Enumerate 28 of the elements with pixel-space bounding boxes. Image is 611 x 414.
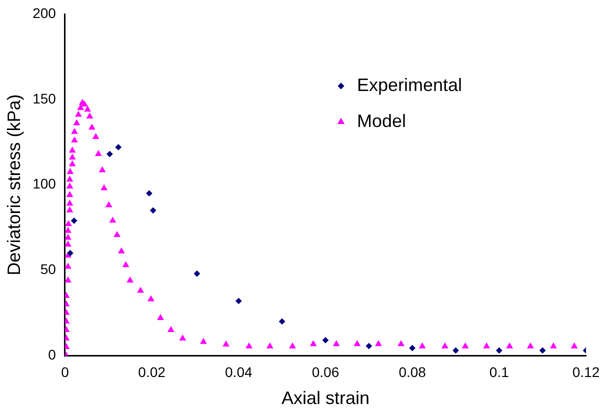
x-tick-label: 0.04 [225,364,252,380]
x-tick-label: 0.08 [398,364,426,380]
point [194,270,200,277]
y-tick-label: 100 [32,176,56,192]
point [115,144,122,150]
x-tick-label: 0.02 [138,364,166,380]
point [539,347,546,354]
point [150,207,156,214]
point [106,150,113,158]
y-tick-label: 0 [48,346,56,362]
y-tick-label: 150 [32,90,56,106]
point [278,318,286,325]
x-axis-title: Axial strain [281,388,370,408]
point [409,344,416,352]
x-tick-label: 0 [61,364,70,380]
point [146,190,152,197]
y-tick-label: 50 [40,261,56,278]
y-axis-title: Deviatoric stress (kPa) [4,94,24,276]
point [70,217,78,224]
point [496,347,502,354]
point [366,342,372,350]
y-tick-label: 200 [32,4,56,21]
x-tick-label: 0.06 [312,364,340,380]
point [235,298,242,304]
x-tick-label: 0.12 [572,364,600,380]
legend-label: Experimental [357,74,462,95]
x-tick-label: 0.1 [489,364,510,380]
legend-label: Model [357,110,406,131]
